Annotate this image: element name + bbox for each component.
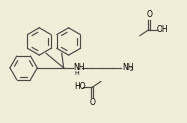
Text: H: H — [74, 71, 79, 76]
Text: O: O — [146, 10, 152, 19]
Text: O: O — [90, 98, 96, 107]
Text: 2: 2 — [130, 67, 133, 72]
Text: NH: NH — [122, 63, 133, 72]
Text: HO: HO — [74, 82, 86, 91]
Text: OH: OH — [157, 25, 168, 34]
Text: NH: NH — [73, 63, 85, 72]
